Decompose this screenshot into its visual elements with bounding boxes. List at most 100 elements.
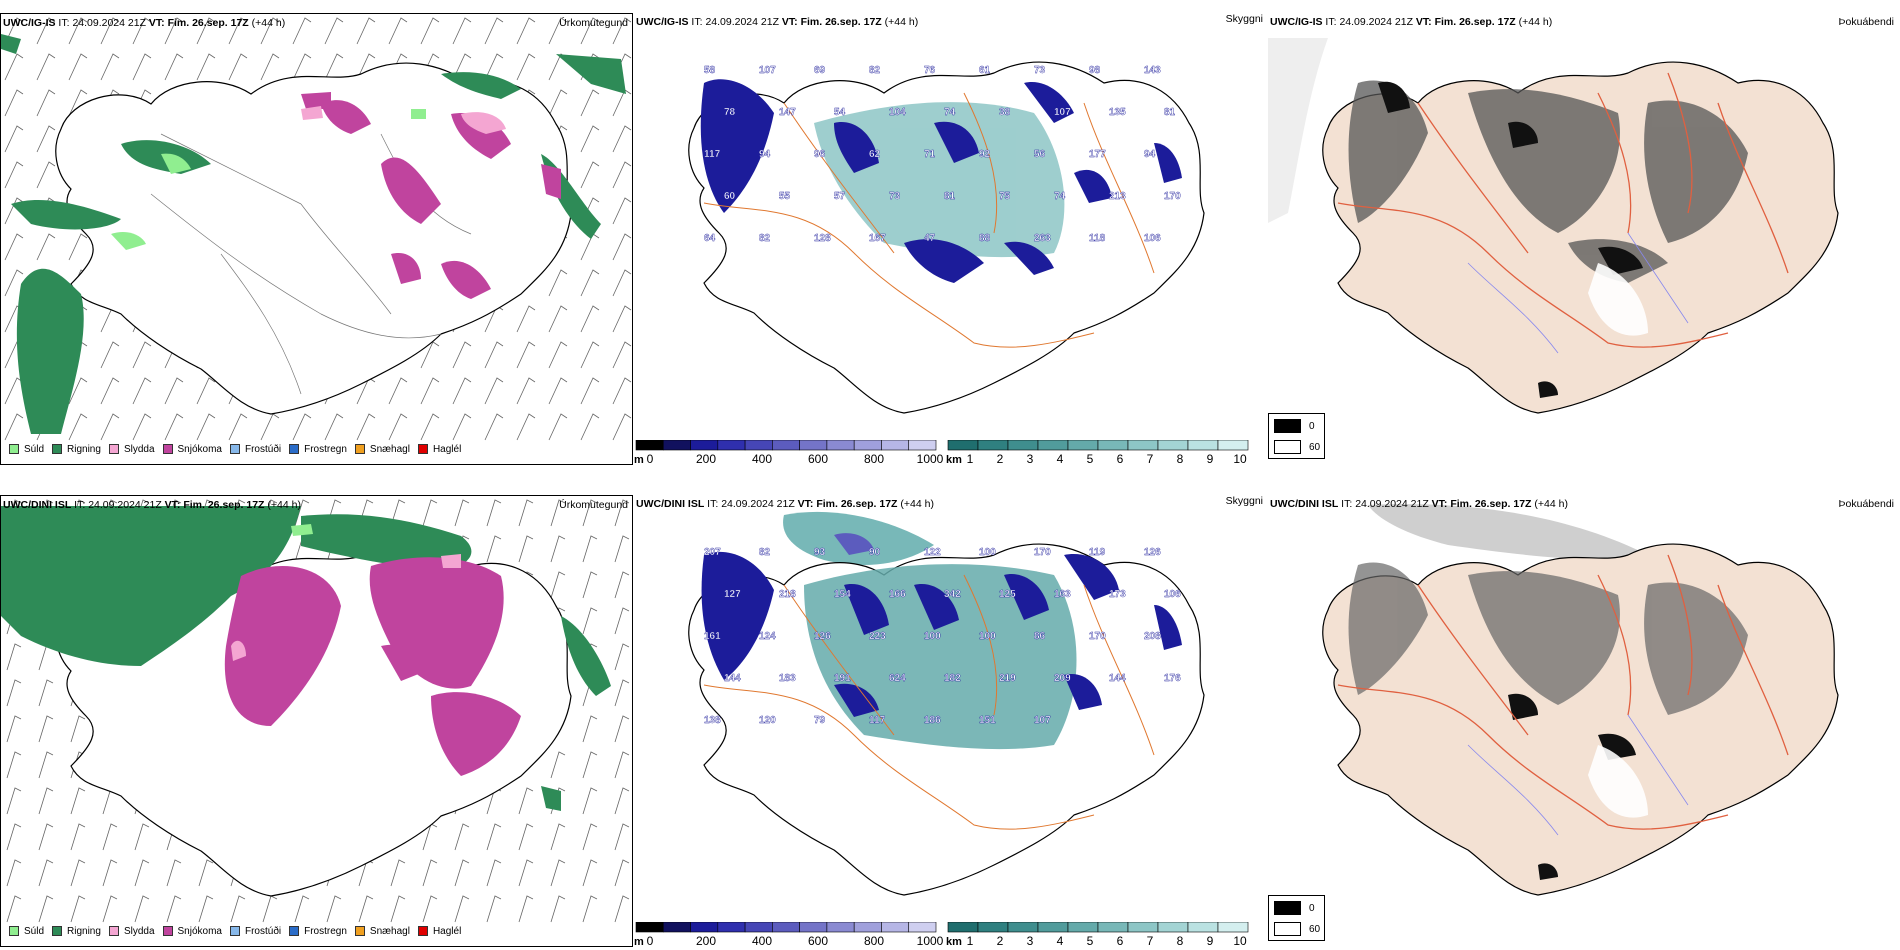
cloud-base-label: 183	[779, 673, 796, 684]
colorbar-cell	[1037, 440, 1069, 451]
legend-swatch	[162, 926, 173, 936]
colorbar-tick-label: 400	[752, 452, 772, 465]
colorbar-cell	[1097, 440, 1129, 451]
cloud-base-label: 117	[704, 149, 721, 160]
legend-swatch	[108, 926, 119, 936]
cloud-base-label: 177	[1089, 149, 1106, 160]
cloud-base-label: 79	[814, 715, 826, 726]
cloud-base-label: 161	[704, 631, 721, 642]
legend-swatch	[52, 444, 63, 454]
panel-title: Þokuábendi	[1838, 16, 1894, 28]
colorbar-tick-label: 1	[967, 934, 974, 947]
cloud-base-label: 100	[979, 547, 996, 558]
cloud-base-label: 82	[759, 233, 771, 244]
cloud-base-label: 138	[704, 715, 721, 726]
cloud-base-label: 182	[944, 673, 961, 684]
colorbar-tick-label: 0	[647, 452, 654, 465]
cloud-base-label: 107	[1054, 107, 1071, 118]
colorbar-tick-label: 0	[647, 934, 654, 947]
cloud-base-label: 82	[869, 65, 881, 76]
legend-swatch	[289, 444, 300, 454]
cloud-base-label: 86	[1034, 631, 1046, 642]
cloud-base-label: 143	[1144, 65, 1161, 76]
cloud-base-label: 125	[999, 589, 1016, 600]
colorbar-tick-label: 800	[864, 452, 884, 465]
visibility-map-row2: 207 82 93 90 122 100 170 119 126 127 218 154 166 342 1…	[688, 511, 1205, 896]
panel-header: UWC/IG-IS IT: 24.09.2024 21Z VT: Fim. 26…	[3, 17, 286, 29]
cloud-base-label: 135	[1109, 107, 1126, 118]
precip-panel-row1: UWC/IG-IS IT: 24.09.2024 21Z VT: Fim. 26…	[0, 13, 633, 465]
cloud-base-label: 107	[1034, 715, 1051, 726]
cloud-base-label: 38	[999, 107, 1011, 118]
panel-header: UWC/DINI ISL IT: 24.09.2024 21Z VT: Fim.…	[636, 498, 934, 510]
cloud-base-label: 151	[979, 715, 996, 726]
cloud-base-label: 100	[924, 631, 941, 642]
colorbar-tick-label: 9	[1207, 452, 1214, 465]
visibility-colorbar: km 1 2 3 4 5 6 7 8 9 10	[946, 440, 1249, 465]
panel-title: Úrkomutegund	[559, 499, 628, 511]
legend-item: Snjókoma	[162, 444, 222, 455]
cloud-base-label: 170	[1164, 191, 1181, 202]
cloud-base-label: 57	[834, 191, 846, 202]
cloud-base-label: 207	[704, 547, 721, 558]
cloud-base-label: 147	[779, 107, 796, 118]
cloud-panel-row2: UWC/DINI ISL IT: 24.09.2024 21Z VT: Fim.…	[1268, 495, 1900, 947]
cloud-base-label: 122	[924, 547, 941, 558]
colorbar-cell	[717, 440, 746, 451]
precip-panel-row2: UWC/DINI ISL IT: 24.09.2024 21Z VT: Fim.…	[0, 495, 633, 947]
colorbar-cell	[744, 922, 773, 933]
cloud-base-label: 54	[834, 107, 846, 118]
cloud-base-label: 71	[924, 149, 936, 160]
cloud-map-row1	[1268, 38, 1839, 414]
colorbar-cell	[1127, 922, 1159, 933]
legend-item: Frostregn	[289, 444, 347, 455]
colorbar-tick-label: 6	[1117, 934, 1124, 947]
cloud-base-label: 144	[724, 673, 741, 684]
cloud-base-label: 213	[1109, 191, 1126, 202]
colorbar-cell	[826, 440, 855, 451]
height-colorbar: m 0 200 400 600 800 1000	[634, 440, 944, 465]
cloud-map-row2	[1322, 504, 1839, 896]
colorbar-tick-label: 8	[1177, 452, 1184, 465]
precip-map-row2	[1, 496, 632, 926]
cloud-base-label: 170	[1034, 547, 1051, 558]
cloud-base-label: 106	[1164, 589, 1181, 600]
colorbar-cell	[635, 922, 664, 933]
cloud-base-label: 88	[979, 233, 991, 244]
colorbar-cell	[947, 922, 979, 933]
legend-swatch	[1274, 922, 1301, 936]
legend-swatch	[417, 926, 428, 936]
colorbar-tick-label: 200	[696, 934, 716, 947]
cloud-base-label: 96	[814, 149, 826, 160]
legend-swatch	[1274, 440, 1301, 454]
colorbar-cell	[853, 922, 882, 933]
colorbar-cell	[662, 440, 691, 451]
colorbar-tick-label: 9	[1207, 934, 1214, 947]
colorbar-tick-label: 8	[1177, 934, 1184, 947]
colorbar-cell	[908, 440, 937, 451]
cloud-base-label: 126	[814, 631, 831, 642]
legend-swatch	[229, 926, 240, 936]
panel-header: UWC/IG-IS IT: 24.09.2024 21Z VT: Fim. 26…	[1270, 16, 1553, 28]
cloud-base-label: 61	[979, 65, 991, 76]
visibility-panel-row1: 58 107 69 82 76 61 73 98 143 78 147 54 104 74 38 107 135…	[634, 13, 1267, 465]
colorbar-tick-label: 800	[864, 934, 884, 947]
cloud-base-label: 81	[944, 191, 956, 202]
colorbar-cell	[1217, 922, 1249, 933]
colorbar-cell	[690, 922, 719, 933]
precip-legend: Súld Rigning Slydda Snjókoma Frostúði Fr…	[1, 438, 461, 460]
colorbar-tick-label: 600	[808, 934, 828, 947]
cloud-base-label: 120	[759, 715, 776, 726]
cloud-base-label: 208	[1144, 631, 1161, 642]
cloud-base-label: 90	[869, 547, 881, 558]
cloud-base-label: 60	[724, 191, 736, 202]
colorbar-cell	[1217, 440, 1249, 451]
legend-swatch	[1274, 419, 1301, 433]
cloud-base-label: 119	[1089, 547, 1106, 558]
cloud-base-label: 75	[999, 191, 1011, 202]
legend-item: Súld	[9, 444, 44, 455]
cloud-base-label: 118	[1089, 233, 1106, 244]
cloud-base-label: 263	[1034, 233, 1051, 244]
cloud-base-label: 94	[1144, 149, 1156, 160]
cloud-base-label: 78	[724, 107, 736, 118]
